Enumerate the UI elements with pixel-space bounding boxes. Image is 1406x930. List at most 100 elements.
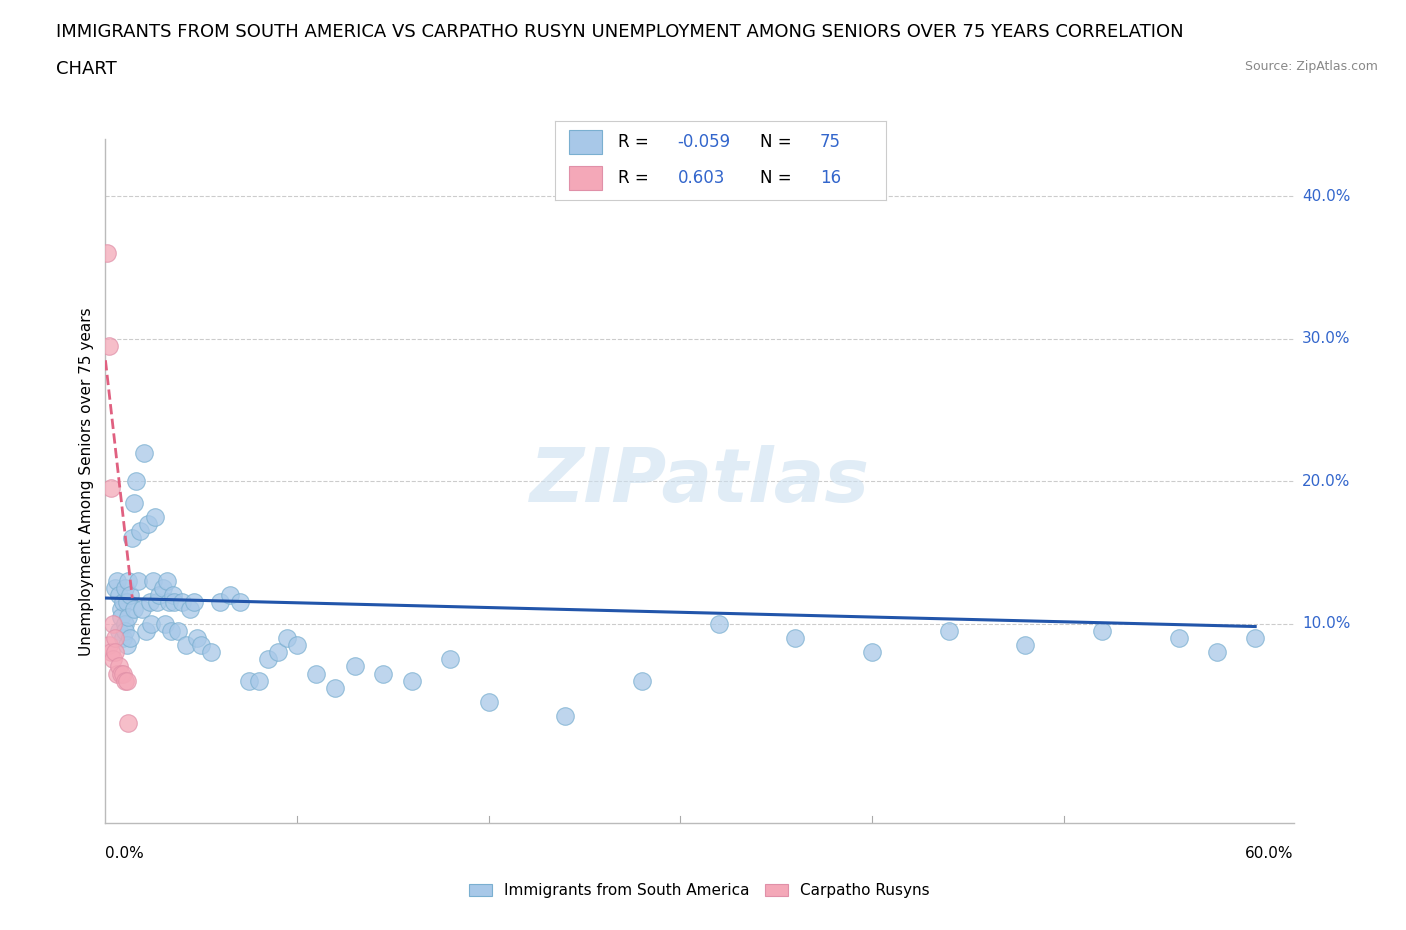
Point (938, 623, 960, 638)
Point (110, 602, 132, 617)
Point (1091, 623, 1114, 638)
Point (122, 495, 145, 510)
Text: N =: N = (761, 133, 792, 152)
Text: IMMIGRANTS FROM SOUTH AMERICA VS CARPATHO RUSYN UNEMPLOYMENT AMONG SENIORS OVER : IMMIGRANTS FROM SOUTH AMERICA VS CARPATH… (56, 23, 1184, 41)
Point (276, 631, 298, 645)
Point (860, 644, 883, 659)
Point (373, 666, 395, 681)
Point (125, 474, 148, 489)
Point (138, 595, 160, 610)
Point (343, 659, 366, 674)
Point (100, 481, 122, 496)
Point (129, 524, 152, 538)
Point (247, 673, 270, 688)
Point (127, 574, 149, 589)
Point (101, 617, 124, 631)
Text: R =: R = (619, 133, 650, 152)
Text: 0.603: 0.603 (678, 169, 725, 187)
Point (143, 510, 166, 525)
Text: 30.0%: 30.0% (1302, 331, 1350, 346)
Point (121, 531, 143, 546)
Text: N =: N = (761, 169, 792, 187)
Point (219, 588, 242, 603)
Point (108, 659, 131, 674)
Legend: Immigrants from South America, Carpatho Rusyns: Immigrants from South America, Carpatho … (463, 877, 936, 904)
Text: ZIPatlas: ZIPatlas (530, 445, 869, 518)
Point (117, 574, 139, 589)
Point (131, 602, 153, 617)
Bar (568, 130, 602, 154)
Point (162, 588, 184, 603)
Point (120, 588, 142, 603)
Point (108, 588, 131, 603)
Point (101, 652, 124, 667)
Y-axis label: Unemployment Among Seniors over 75 years: Unemployment Among Seniors over 75 years (79, 307, 94, 656)
Point (554, 709, 576, 724)
Point (179, 602, 201, 617)
Point (115, 638, 138, 653)
Point (117, 609, 139, 624)
Text: 75: 75 (820, 133, 841, 152)
Point (111, 595, 134, 610)
Point (200, 644, 222, 659)
Point (174, 638, 197, 653)
Text: CHART: CHART (56, 60, 117, 78)
Point (285, 638, 308, 653)
Point (104, 631, 127, 645)
Point (135, 623, 157, 638)
Point (142, 574, 165, 589)
Point (209, 595, 232, 610)
Point (111, 666, 134, 681)
Point (108, 623, 131, 638)
Point (707, 617, 730, 631)
Point (401, 673, 423, 688)
Point (238, 673, 260, 688)
Point (156, 574, 179, 589)
Text: 16: 16 (820, 169, 841, 187)
Point (785, 631, 807, 645)
Point (98, 638, 121, 653)
Point (153, 617, 176, 631)
Point (186, 631, 208, 645)
Point (167, 623, 190, 638)
Point (146, 595, 169, 610)
Point (136, 516, 159, 531)
Point (157, 595, 180, 610)
Point (114, 623, 136, 638)
Point (190, 638, 212, 653)
Point (110, 666, 132, 681)
Text: 40.0%: 40.0% (1302, 189, 1350, 204)
Bar (568, 166, 602, 190)
Point (122, 602, 145, 617)
Point (267, 644, 290, 659)
Point (183, 595, 205, 610)
Text: 10.0%: 10.0% (1302, 617, 1350, 631)
Point (132, 445, 155, 460)
Point (152, 580, 174, 595)
Point (228, 595, 250, 610)
Point (100, 644, 122, 659)
Point (105, 666, 128, 681)
Point (163, 595, 186, 610)
Point (1014, 638, 1036, 653)
Point (110, 609, 132, 624)
Point (114, 673, 136, 688)
Point (148, 588, 170, 603)
Point (478, 695, 501, 710)
Point (120, 631, 142, 645)
Point (172, 595, 194, 610)
Text: 20.0%: 20.0% (1302, 473, 1350, 489)
Point (305, 666, 328, 681)
Text: R =: R = (619, 169, 650, 187)
Point (159, 623, 181, 638)
Point (104, 644, 127, 659)
Point (104, 580, 127, 595)
Point (98, 339, 121, 353)
Point (257, 652, 280, 667)
Point (439, 652, 461, 667)
Text: 0.0%: 0.0% (105, 846, 145, 861)
Point (141, 617, 163, 631)
Point (115, 595, 138, 610)
Point (1167, 631, 1189, 645)
Point (115, 673, 138, 688)
